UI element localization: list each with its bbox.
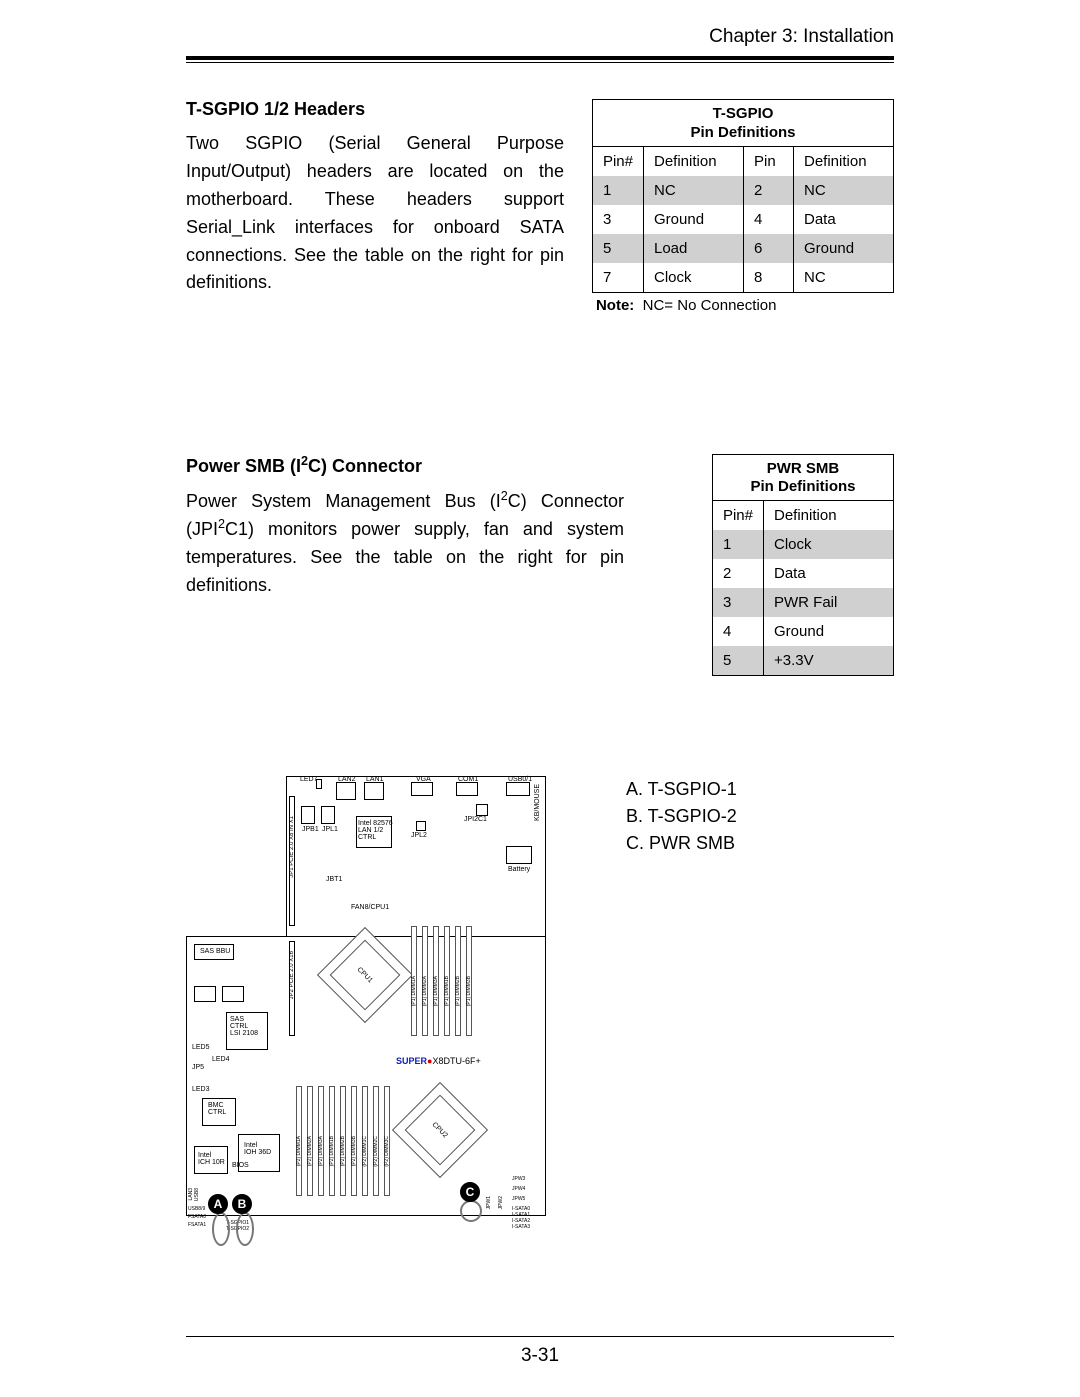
motherboard-diagram: LED7 LAN2 LAN1 VGA COM1 USB0/1 KB/MOUSE …: [186, 776, 546, 1236]
lbl-led5: LED5: [192, 1044, 210, 1051]
lbl-jpb1: JPB1: [302, 826, 319, 833]
lbl-sasctrl: SAS CTRL LSI 2108: [230, 1016, 258, 1037]
header-rule-thin: [186, 62, 894, 63]
lbl-p2-1a: (P2) DIMM1A: [296, 1136, 302, 1166]
lbl-led7: LED7: [300, 776, 318, 783]
lbl-isata3: I-SATA3: [512, 1224, 530, 1230]
lbl-jpw1: JPW1: [486, 1196, 492, 1209]
lbl-jp5: JP5: [192, 1064, 204, 1071]
lbl-jpw2: JPW2: [498, 1196, 504, 1209]
lbl-battery: Battery: [508, 866, 530, 873]
lbl-usb8: USB8: [194, 1188, 200, 1201]
lbl-led3: LED3: [192, 1086, 210, 1093]
lbl-p1-3b: (P1) DIMM3B: [466, 976, 472, 1006]
board-model: X8DTU-6F+: [432, 1056, 480, 1066]
lbl-p2-2b: (P2) DIMM2B: [340, 1136, 346, 1166]
section-tsgpio: T-SGPIO 1/2 Headers Two SGPIO (Serial Ge…: [186, 99, 894, 314]
callout-b: B. T-SGPIO-2: [626, 803, 737, 830]
section-pwrsmb: Power SMB (I2C) Connector Power System M…: [186, 454, 894, 677]
marker-c: C: [460, 1182, 480, 1202]
pwrsmb-body-post: C1) monitors power supply, fan and syste…: [186, 519, 624, 595]
marker-a: A: [208, 1194, 228, 1214]
note-text: NC= No Connection: [643, 297, 777, 314]
tsgpio-heading: T-SGPIO 1/2 Headers: [186, 99, 564, 120]
pwrsmb-text-col: Power SMB (I2C) Connector Power System M…: [186, 454, 624, 601]
lbl-lan2: LAN2: [338, 776, 356, 783]
pwrsmb-body: Power System Management Bus (I2C) Connec…: [186, 487, 624, 601]
tsgpio-pin-table: T-SGPIOPin DefinitionsPin#DefinitionPinD…: [592, 99, 894, 293]
pwrsmb-body-sup2: 2: [218, 517, 225, 531]
lbl-ich10r: Intel ICH 10R: [198, 1152, 225, 1166]
header-rule-thick: [186, 56, 894, 60]
pwrsmb-body-sup1: 2: [501, 489, 508, 503]
pwrsmb-pin-table: PWR SMBPin DefinitionsPin#Definition1Clo…: [712, 454, 894, 677]
callout-c: C. PWR SMB: [626, 830, 737, 857]
lbl-jpl1: JPL1: [322, 826, 338, 833]
lbl-usb89: USB8/9: [188, 1206, 205, 1212]
lbl-fsata0: FSATA0: [188, 1214, 206, 1220]
lbl-p1-1a: (P1) DIMM1A: [411, 976, 417, 1006]
lbl-fsata1: FSATA1: [188, 1222, 206, 1228]
lbl-led4: LED4: [212, 1056, 230, 1063]
lbl-cpu1: CPU1: [356, 966, 374, 984]
lbl-bios: BIOS: [232, 1162, 249, 1169]
lbl-jbt1: JBT1: [326, 876, 342, 883]
lbl-jpl2: JPL2: [411, 832, 427, 839]
tsgpio-body: Two SGPIO (Serial General Purpose Input/…: [186, 130, 564, 297]
lbl-p1-2b: (P1) DIMM2B: [455, 976, 461, 1006]
lbl-pcie1: JP1 PCIE 2.0 X8 IN X1: [289, 816, 295, 878]
lbl-cpu2: CPU2: [431, 1121, 449, 1139]
lbl-lan1: LAN1: [366, 776, 384, 783]
lbl-p1-1b: (P1) DIMM1B: [444, 976, 450, 1006]
lbl-pcie2: JP2 PCIE 2.0 X16: [289, 951, 295, 999]
pwrsmb-table-col: PWR SMBPin DefinitionsPin#Definition1Clo…: [652, 454, 894, 677]
lbl-p2-1c: (P2) DIMM1C: [362, 1136, 368, 1167]
lbl-bmc: BMC CTRL: [208, 1102, 226, 1116]
lbl-vga: VGA: [416, 776, 431, 783]
lbl-p1-3a: (P1) DIMM3A: [433, 976, 439, 1006]
tsgpio-text-col: T-SGPIO 1/2 Headers Two SGPIO (Serial Ge…: [186, 99, 564, 297]
lbl-jpw4: JPW4: [512, 1186, 525, 1192]
footer-rule: [186, 1336, 894, 1337]
tsgpio-table-col: T-SGPIOPin DefinitionsPin#DefinitionPinD…: [592, 99, 894, 314]
pwrsmb-body-pre: Power System Management Bus (I: [186, 491, 501, 511]
lbl-sasbbu: SAS BBU: [200, 948, 230, 955]
pwrsmb-heading-post: C) Connector: [308, 456, 422, 476]
lbl-p2-3c: (P2) DIMM3C: [384, 1136, 390, 1167]
lbl-jpw3: JPW3: [512, 1176, 525, 1182]
callout-a: A. T-SGPIO-1: [626, 776, 737, 803]
lbl-p2-2a: (P2) DIMM2A: [307, 1136, 313, 1166]
lbl-intel82576: Intel 82576 LAN 1/2 CTRL: [358, 820, 393, 841]
lbl-kbmouse: KB/MOUSE: [534, 784, 541, 821]
pwrsmb-heading: Power SMB (I2C) Connector: [186, 454, 624, 477]
pwrsmb-heading-pre: Power SMB (I: [186, 456, 301, 476]
lbl-jpi2c1: JPI2C1: [464, 816, 487, 823]
lbl-p2-2c: (P2) DIMM2C: [373, 1136, 379, 1167]
lbl-p2-3a: (P2) DIMM3A: [318, 1136, 324, 1166]
lbl-p2-1b: (P2) DIMM1B: [329, 1136, 335, 1166]
lbl-p1-2a: (P1) DIMM2A: [422, 976, 428, 1006]
page-number: 3-31: [186, 1345, 894, 1367]
note-label: Note:: [596, 297, 634, 314]
lbl-com1: COM1: [458, 776, 478, 783]
tsgpio-table-note: Note: NC= No Connection: [596, 297, 894, 314]
chapter-title: Chapter 3: Installation: [186, 26, 894, 48]
marker-b: B: [232, 1194, 252, 1214]
lbl-usb01: USB0/1: [508, 776, 532, 783]
board-model-label: SUPER●X8DTU-6F+: [396, 1056, 481, 1066]
callout-list: A. T-SGPIO-1 B. T-SGPIO-2 C. PWR SMB: [626, 776, 737, 857]
page: Chapter 3: Installation T-SGPIO 1/2 Head…: [0, 0, 1080, 1397]
super-logo: SUPER: [396, 1056, 427, 1066]
lbl-fan8: FAN8/CPU1: [351, 904, 389, 911]
bottom-row: LED7 LAN2 LAN1 VGA COM1 USB0/1 KB/MOUSE …: [186, 776, 894, 1236]
lbl-jpw5: JPW5: [512, 1196, 525, 1202]
pwrsmb-heading-sup: 2: [301, 454, 308, 468]
lbl-ioh36d: Intel IOH 36D: [244, 1142, 271, 1156]
lbl-p2-3b: (P2) DIMM3B: [351, 1136, 357, 1166]
